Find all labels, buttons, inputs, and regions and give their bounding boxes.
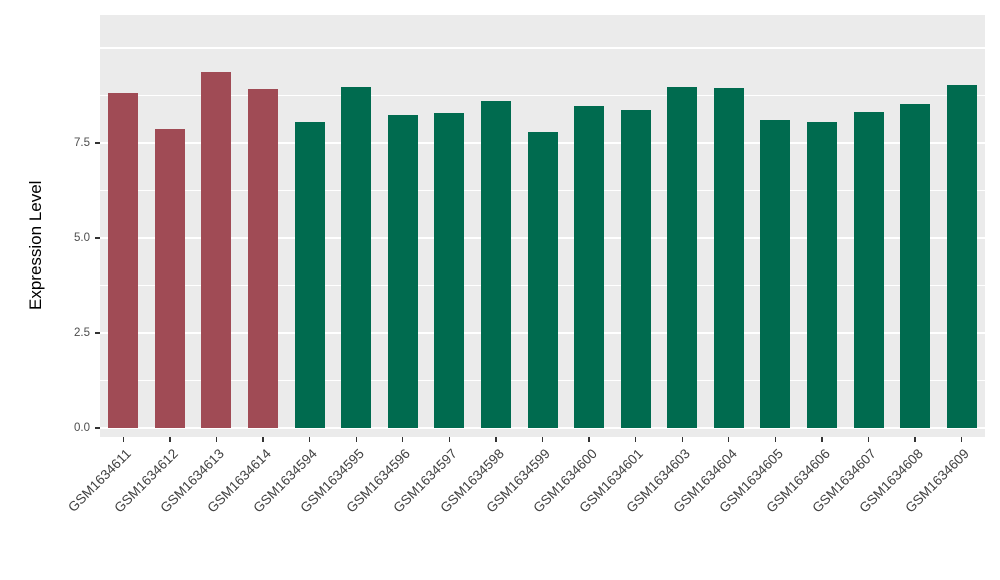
x-tick-label: GSM1634603	[623, 446, 693, 516]
x-tick-mark	[495, 437, 497, 442]
bar-GSM1634594	[294, 122, 325, 428]
x-tick-label: GSM1634600	[530, 446, 600, 516]
bar-GSM1634596	[387, 114, 418, 428]
bar-GSM1634598	[480, 100, 511, 428]
x-tick-mark	[308, 437, 311, 442]
x-tick-mark	[588, 437, 590, 442]
plot-panel	[100, 15, 985, 437]
x-tick-mark	[961, 437, 963, 442]
x-tick-mark	[448, 437, 450, 442]
x-tick-mark	[122, 437, 124, 442]
x-tick-label: GSM1634605	[716, 446, 787, 516]
bar-GSM1634603	[667, 87, 698, 428]
x-tick-mark	[635, 437, 637, 442]
x-tick-mark	[867, 437, 870, 442]
bar-GSM1634604	[713, 87, 744, 428]
x-tick-label: GSM1634608	[856, 446, 926, 516]
x-tick-label: GSM1634595	[297, 446, 367, 516]
x-tick-label: GSM1634598	[437, 446, 507, 516]
x-tick-mark	[541, 437, 544, 442]
x-tick-label: GSM1634613	[157, 446, 228, 516]
x-tick-mark	[169, 437, 171, 442]
x-tick-label: GSM1634611	[65, 446, 134, 515]
x-tick-mark	[774, 437, 777, 442]
x-tick-label: GSM1634594	[250, 446, 321, 516]
x-tick-mark	[402, 437, 404, 442]
bar-GSM1634612	[154, 128, 185, 428]
bar-GSM1634609	[946, 85, 977, 428]
bar-GSM1634607	[853, 111, 884, 428]
x-tick-mark	[262, 437, 264, 442]
bar-GSM1634601	[620, 109, 651, 428]
major-gridline	[100, 47, 985, 49]
x-tick-mark	[681, 437, 683, 442]
x-tick-label: GSM1634614	[204, 446, 274, 516]
x-tick-label: GSM1634607	[809, 446, 880, 516]
x-tick-label: GSM1634601	[576, 446, 647, 516]
x-tick-mark	[821, 437, 823, 442]
y-tick-label: 7.5	[74, 137, 90, 149]
x-tick-mark	[215, 437, 218, 442]
x-tick-mark	[728, 437, 730, 442]
bar-GSM1634605	[760, 120, 791, 428]
x-tick-label: GSM1634597	[390, 446, 460, 516]
x-tick-label: GSM1634606	[763, 446, 833, 516]
bar-GSM1634600	[574, 106, 605, 428]
bar-GSM1634597	[434, 112, 465, 428]
bar-GSM1634614	[248, 89, 279, 428]
x-tick-label: GSM1634604	[669, 446, 740, 516]
x-tick-label: GSM1634612	[110, 446, 181, 516]
y-tick-label: 0.0	[74, 422, 90, 434]
x-tick-mark	[355, 437, 357, 442]
bar-GSM1634599	[527, 131, 558, 428]
x-tick-mark	[914, 437, 916, 442]
bar-GSM1634606	[806, 122, 837, 428]
minor-gridline	[100, 94, 985, 96]
x-tick-label: GSM1634596	[343, 446, 414, 516]
bar-GSM1634608	[900, 103, 931, 428]
x-tick-label: GSM1634599	[483, 446, 554, 516]
bar-GSM1634611	[108, 92, 139, 428]
bar-GSM1634613	[201, 71, 232, 428]
x-tick-label: GSM1634609	[902, 446, 973, 516]
y-axis-title: Expression Level	[26, 180, 45, 310]
bar-GSM1634595	[341, 87, 372, 428]
major-gridline	[100, 427, 985, 429]
y-tick-label: 2.5	[74, 327, 90, 339]
